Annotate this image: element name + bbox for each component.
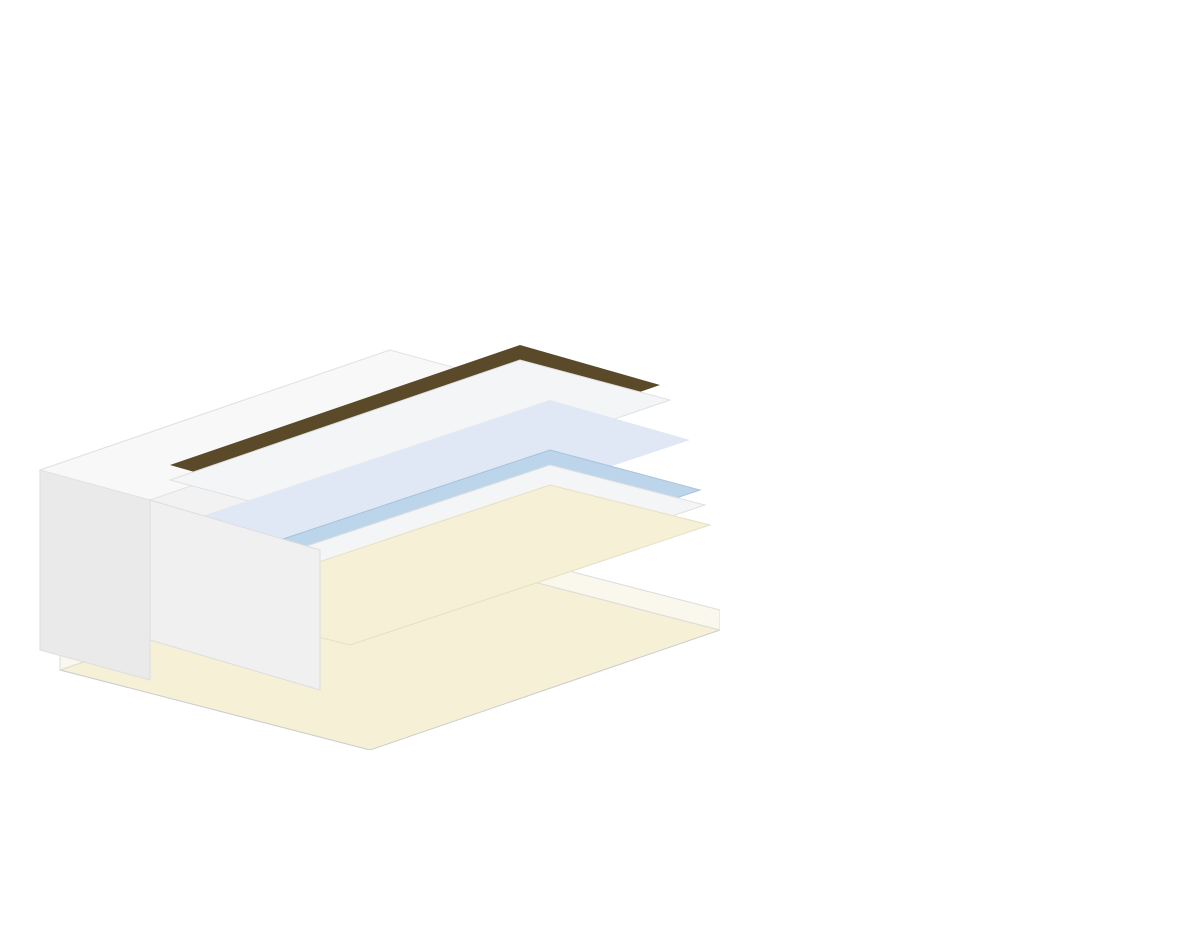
mattress-diagram <box>20 270 720 750</box>
firmness-legend <box>18 795 278 807</box>
